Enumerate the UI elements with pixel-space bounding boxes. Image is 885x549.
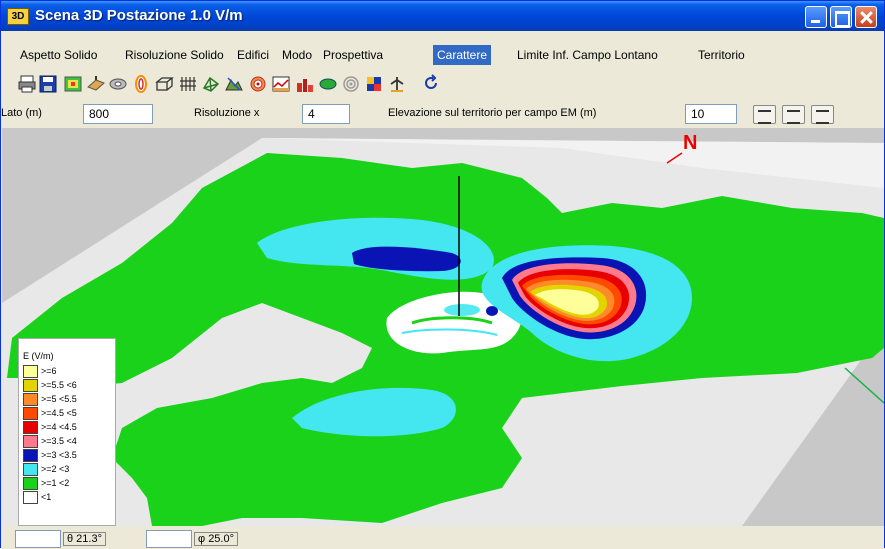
buildings-icon[interactable] bbox=[295, 74, 315, 94]
status-field-2[interactable] bbox=[146, 530, 192, 548]
elevazione-field[interactable]: 10 bbox=[685, 104, 737, 124]
minimize-button[interactable] bbox=[805, 6, 827, 28]
antenna-icon[interactable] bbox=[387, 74, 407, 94]
surface-icon[interactable] bbox=[63, 74, 83, 94]
legend-swatch bbox=[23, 407, 38, 420]
rings-icon[interactable] bbox=[341, 74, 361, 94]
field-legend: E (V/m) >=6 >=5.5 <6 >=5 <5.5 >=4.5 <5 >… bbox=[18, 338, 116, 526]
profile-icon[interactable] bbox=[271, 74, 291, 94]
maximize-button[interactable] bbox=[830, 6, 852, 28]
close-button[interactable] bbox=[855, 6, 877, 28]
flat-surface-icon[interactable] bbox=[86, 74, 106, 94]
menu-prospettiva[interactable]: Prospettiva bbox=[323, 48, 384, 62]
ellipsoid-icon[interactable] bbox=[318, 74, 338, 94]
wireframe-icon[interactable] bbox=[201, 74, 221, 94]
legend-label: >=5.5 <6 bbox=[41, 380, 77, 390]
grid-icon[interactable] bbox=[178, 74, 198, 94]
menu-modo[interactable]: Modo bbox=[282, 48, 313, 62]
elevation-readout: φ 25.0° bbox=[194, 532, 238, 546]
legend-label: >=3 <3.5 bbox=[41, 450, 77, 460]
legend-title: E (V/m) bbox=[23, 351, 54, 361]
toolbar bbox=[1, 71, 884, 99]
status-bar: θ 21.3° φ 25.0° bbox=[1, 527, 884, 549]
menu-territorio[interactable]: Territorio bbox=[698, 48, 745, 62]
app-icon: 3D bbox=[7, 8, 29, 25]
ellipse-icon[interactable] bbox=[131, 74, 151, 94]
legend-swatch bbox=[23, 379, 38, 392]
lato-field[interactable]: 800 bbox=[83, 104, 153, 124]
save-icon[interactable] bbox=[38, 74, 58, 94]
cylinder-icon[interactable] bbox=[108, 74, 128, 94]
target-icon[interactable] bbox=[248, 74, 268, 94]
north-indicator: N bbox=[683, 132, 698, 154]
view-option-button-3[interactable] bbox=[811, 105, 834, 124]
view-option-button-2[interactable] bbox=[782, 105, 805, 124]
refresh-icon[interactable] bbox=[421, 74, 441, 94]
status-field-1[interactable] bbox=[15, 530, 61, 548]
menu-aspetto-solido[interactable]: Aspetto Solido bbox=[20, 48, 98, 62]
menu-risoluzione-solido[interactable]: Risoluzione Solido bbox=[125, 48, 224, 62]
parameters-bar: Lato (m) 800 Risoluzione x 4 Elevazione … bbox=[1, 102, 884, 126]
field-map bbox=[2, 138, 884, 526]
legend-label: >=2 <3 bbox=[41, 464, 70, 474]
legend-swatch bbox=[23, 421, 38, 434]
scene-3d-viewport[interactable]: N bbox=[2, 128, 884, 526]
color-cube-icon[interactable] bbox=[364, 74, 384, 94]
risoluzione-field[interactable]: 4 bbox=[302, 104, 350, 124]
window-title: Scena 3D Postazione 1.0 V/m bbox=[35, 7, 243, 24]
legend-label: >=4.5 <5 bbox=[41, 408, 77, 418]
terrain-icon[interactable] bbox=[224, 74, 244, 94]
lato-label: Lato (m) bbox=[1, 107, 42, 119]
box-icon[interactable] bbox=[154, 74, 174, 94]
legend-label: <1 bbox=[41, 492, 52, 502]
legend-label: >=3.5 <4 bbox=[41, 436, 77, 446]
legend-swatch bbox=[23, 435, 38, 448]
legend-label: >=6 bbox=[41, 366, 57, 376]
view-option-button-1[interactable] bbox=[753, 105, 776, 124]
legend-swatch bbox=[23, 477, 38, 490]
legend-swatch bbox=[23, 449, 38, 462]
legend-label: >=5 <5.5 bbox=[41, 394, 77, 404]
legend-swatch bbox=[23, 463, 38, 476]
legend-swatch bbox=[23, 393, 38, 406]
legend-swatch bbox=[23, 491, 38, 504]
menu-bar: Aspetto Solido Risoluzione Solido Edific… bbox=[1, 45, 884, 67]
risoluzione-label: Risoluzione x bbox=[194, 107, 260, 119]
menu-edifici[interactable]: Edifici bbox=[237, 48, 270, 62]
title-bar[interactable]: 3D Scena 3D Postazione 1.0 V/m bbox=[1, 1, 884, 31]
legend-swatch bbox=[23, 365, 38, 378]
menu-limite-inf-campo-lontano[interactable]: Limite Inf. Campo Lontano bbox=[517, 48, 658, 62]
legend-label: >=1 <2 bbox=[41, 478, 70, 488]
legend-label: >=4 <4.5 bbox=[41, 422, 77, 432]
print-icon[interactable] bbox=[17, 74, 37, 94]
menu-carattere[interactable]: Carattere bbox=[433, 45, 492, 65]
elevazione-label: Elevazione sul territorio per campo EM (… bbox=[388, 107, 597, 119]
azimuth-readout: θ 21.3° bbox=[63, 532, 106, 546]
